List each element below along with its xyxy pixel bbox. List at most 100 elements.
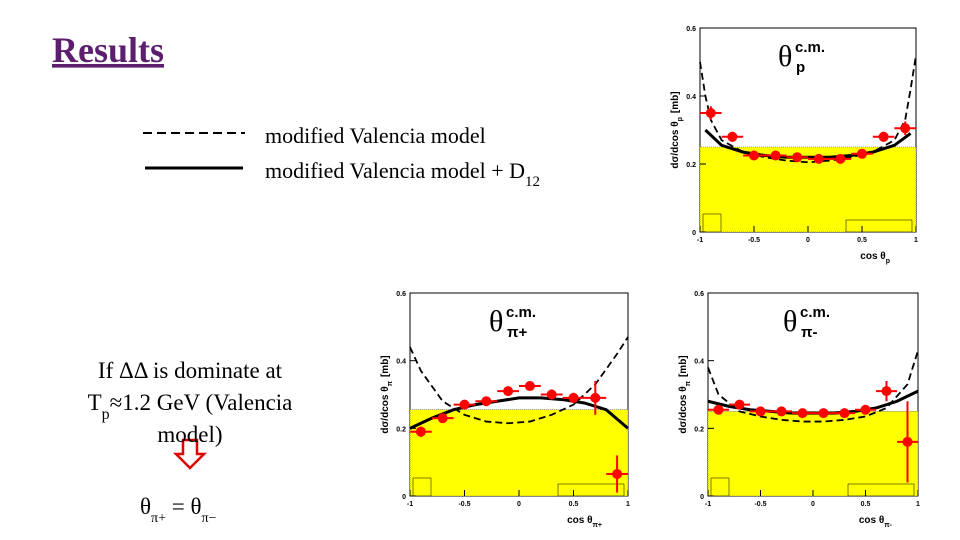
model-curve <box>409 396 629 430</box>
y-tick-label: 0.4 <box>396 359 406 366</box>
annotation-sup: c.m. <box>800 304 830 321</box>
note-line-tail: ≈1.2 GeV (Valencia <box>110 390 293 415</box>
y-tick-label: 0 <box>700 494 704 501</box>
hatch-box <box>845 219 913 233</box>
equation-main: θ <box>140 494 151 519</box>
x-tick-label: 1 <box>916 501 920 508</box>
y-axis-label: dσ/dcos θp [mb] <box>670 91 684 168</box>
hatch-box <box>557 483 625 497</box>
annotation-sub: p <box>796 59 805 76</box>
data-point <box>727 131 738 142</box>
x-tick-label: -0.5 <box>748 237 760 244</box>
yellow-band <box>707 411 919 497</box>
data-point <box>792 152 803 163</box>
y-tick-label: 0.6 <box>686 26 696 33</box>
data-point <box>881 386 892 397</box>
down-arrow <box>172 438 208 470</box>
data-point <box>878 131 889 142</box>
x-axis-label-sub: p <box>886 258 890 265</box>
data-point <box>524 381 535 392</box>
data-point <box>459 399 470 410</box>
y-tick-label: 0.4 <box>686 94 696 101</box>
annotation-sub: π- <box>801 324 817 341</box>
y-tick-label: 0.6 <box>694 291 704 298</box>
data-point <box>776 406 787 417</box>
hatch-box <box>702 213 722 233</box>
x-tick-label: -1 <box>697 237 703 244</box>
y-axis-label-sub: π <box>685 380 692 386</box>
x-axis-label-sub: π+ <box>593 522 602 529</box>
data-point <box>568 392 579 403</box>
x-tick-label: 0 <box>811 501 815 508</box>
legend-label-sub: 12 <box>525 174 540 190</box>
annotation-symbol: θ <box>783 305 797 338</box>
data-point <box>797 408 808 419</box>
annotation-sup: c.m. <box>795 39 825 56</box>
data-point <box>503 386 514 397</box>
equation-sub: π+ <box>151 511 166 526</box>
yellow-band <box>699 146 917 233</box>
x-tick-label: 1 <box>914 237 918 244</box>
data-point <box>755 406 766 417</box>
x-axis-label-sub: π- <box>884 522 892 529</box>
note-line-sub: p <box>102 406 110 423</box>
model-curve <box>409 336 629 425</box>
x-tick-label: 0.5 <box>861 501 871 508</box>
y-tick-label: 0 <box>692 230 696 237</box>
x-tick-label: 0 <box>806 237 810 244</box>
data-point <box>813 153 824 164</box>
y-tick-label: 0.2 <box>686 162 696 169</box>
hatch-box <box>847 483 915 497</box>
data-point <box>900 123 911 134</box>
annotation-sup: c.m. <box>506 304 536 321</box>
x-axis-label-main: cos θ <box>859 515 884 526</box>
equation-tail: = θ <box>166 494 202 519</box>
y-axis-label-tail: [mb] <box>380 355 391 377</box>
equation: θπ+ = θπ− <box>140 494 217 526</box>
data-point <box>818 408 829 419</box>
y-tick-label: 0.2 <box>396 426 406 433</box>
annotation-sub: π+ <box>507 324 527 341</box>
y-axis-label-tail: [mb] <box>670 91 681 113</box>
y-tick-label: 0 <box>402 494 406 501</box>
slide-title: Results <box>52 30 164 70</box>
y-axis-label-main: dσ/dcos θ <box>380 386 391 433</box>
data-point <box>713 404 724 415</box>
y-tick-label: 0.4 <box>694 359 704 366</box>
x-tick-label: 0.5 <box>569 501 579 508</box>
note-line: Tp≈1.2 GeV (Valencia <box>88 390 293 423</box>
y-axis-label: dσ/dcos θπ [mb] <box>678 355 692 433</box>
x-tick-label: -0.5 <box>754 501 766 508</box>
data-point <box>705 108 716 118</box>
x-tick-label: 0.5 <box>857 237 867 244</box>
legend-label: modified Valencia model + D12 <box>265 158 540 190</box>
y-axis-label-sub: π <box>387 380 394 386</box>
hatch-box <box>412 477 432 497</box>
legend-label-main: modified Valencia model + D <box>265 158 525 183</box>
y-axis-label-main: dσ/dcos θ <box>670 121 681 168</box>
y-axis-label-sub: p <box>677 117 684 121</box>
x-axis-label-main: cos θ <box>567 515 592 526</box>
yellow-band <box>409 409 629 497</box>
note-line: model) <box>157 422 222 447</box>
data-point <box>770 150 781 161</box>
note-line: If ΔΔ is dominate at <box>98 358 283 383</box>
y-tick-label: 0.6 <box>396 291 406 298</box>
x-tick-label: 0 <box>517 501 521 508</box>
y-axis-label-tail: [mb] <box>678 355 689 377</box>
data-point <box>839 408 850 419</box>
hatch-box <box>710 477 730 497</box>
x-axis-label: cos θπ- <box>859 515 893 529</box>
x-tick-label: -1 <box>705 501 711 508</box>
legend-label-main: modified Valencia model <box>265 123 486 148</box>
x-axis-label: cos θπ+ <box>567 515 602 529</box>
data-point <box>749 150 759 161</box>
x-tick-label: -1 <box>407 501 413 508</box>
data-point <box>437 413 448 424</box>
data-point <box>902 436 913 447</box>
note-line-main: T <box>88 390 102 415</box>
data-point <box>546 389 557 400</box>
annotation-symbol: θ <box>778 40 792 73</box>
legend-label: modified Valencia model <box>265 123 486 148</box>
